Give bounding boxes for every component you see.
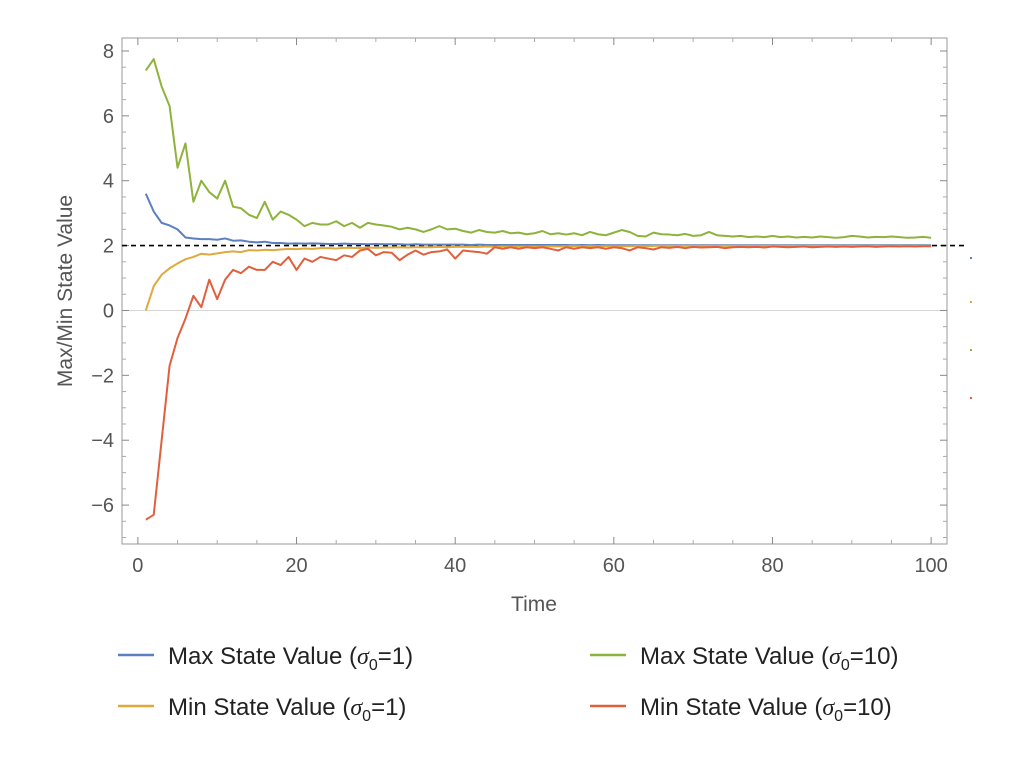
legend-subscript: 0	[834, 708, 843, 725]
y-tick-label: 0	[103, 300, 114, 322]
legend-sigma: σ	[357, 644, 370, 670]
legend-subscript: 0	[841, 657, 850, 674]
series-line-4	[145, 245, 932, 521]
legend-sigma: σ	[829, 644, 842, 670]
legend-label-1: Max State Value (σ0=1)	[168, 643, 413, 674]
x-axis-label: Time	[511, 593, 557, 616]
legend-sigma: σ	[822, 695, 835, 721]
legend-dot-3	[970, 349, 972, 351]
x-tick-label: 60	[603, 555, 625, 577]
legend-label-tail: =1)	[378, 643, 413, 670]
legend-subscript: 0	[362, 708, 371, 725]
series-line-2	[144, 244, 932, 311]
legend-label-tail: =10)	[843, 694, 892, 721]
y-tick-label: 6	[103, 106, 114, 128]
legend-dot-2	[970, 301, 972, 303]
legend-dot-4	[970, 397, 972, 399]
y-tick-label: −2	[91, 365, 114, 387]
legend-label-3: Max State Value (σ0=10)	[640, 643, 898, 674]
y-tick-label: 2	[103, 236, 114, 258]
legend-label-main: Min State Value (	[168, 694, 350, 721]
x-tick-label: 100	[914, 555, 947, 577]
x-tick-label: 40	[444, 555, 466, 577]
legend-label-main: Max State Value (	[168, 643, 357, 670]
y-tick-label: −4	[91, 430, 114, 452]
x-tick-label: 80	[761, 555, 783, 577]
legend-label-4: Min State Value (σ0=10)	[640, 694, 892, 725]
y-tick-label: 8	[103, 41, 114, 63]
legend-subscript: 0	[369, 657, 378, 674]
plot-frame	[121, 37, 948, 545]
legend: Max State Value (σ0=1)Min State Value (σ…	[118, 257, 972, 725]
series-line-3	[144, 58, 932, 239]
y-tick-label: −6	[91, 495, 114, 517]
legend-label-main: Max State Value (	[640, 643, 829, 670]
legend-sigma: σ	[350, 695, 363, 721]
legend-label-2: Min State Value (σ0=1)	[168, 694, 406, 725]
x-tick-label: 20	[285, 555, 307, 577]
y-axis-label: Max/Min State Value	[54, 195, 77, 387]
y-tick-label: 4	[103, 171, 114, 193]
legend-label-tail: =10)	[850, 643, 899, 670]
legend-label-main: Min State Value (	[640, 694, 822, 721]
x-tick-label: 0	[132, 555, 143, 577]
legend-label-tail: =1)	[371, 694, 406, 721]
legend-dot-1	[970, 257, 972, 259]
